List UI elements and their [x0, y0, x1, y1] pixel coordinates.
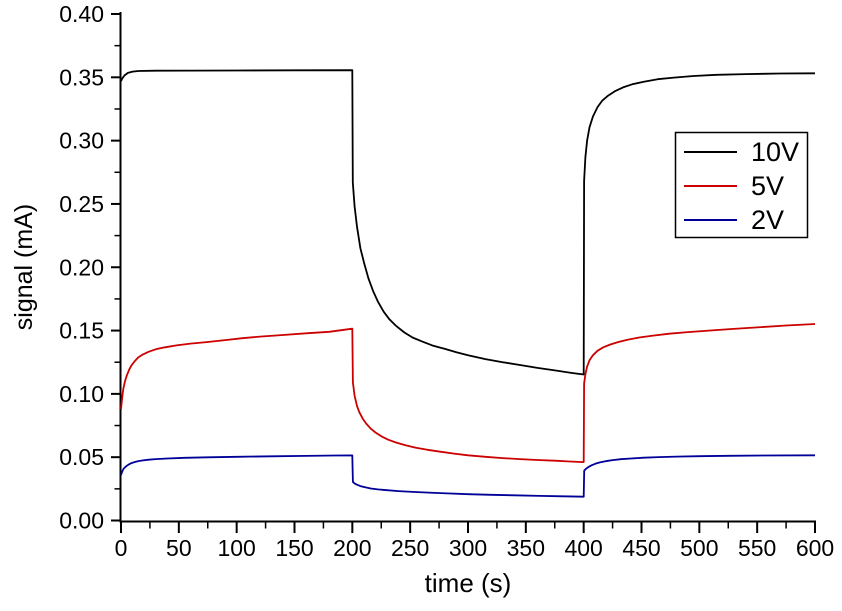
x-tick-label: 350: [507, 535, 545, 561]
x-tick-label: 400: [564, 535, 602, 561]
series-line-5V: [120, 323, 816, 464]
x-tick-label: 100: [217, 535, 255, 561]
x-tick-label: 550: [738, 535, 776, 561]
y-tick-label: 0.00: [59, 508, 104, 534]
series-line-2V: [120, 454, 816, 498]
y-tick-label: 0.05: [59, 444, 104, 470]
x-tick-label: 50: [166, 535, 192, 561]
legend-label-5V: 5V: [751, 171, 784, 201]
legend-label-10V: 10V: [751, 137, 799, 167]
x-tick-label: 150: [275, 535, 313, 561]
y-tick-label: 0.15: [59, 318, 104, 344]
y-tick-label: 0.25: [59, 191, 104, 217]
x-tick-label: 200: [333, 535, 371, 561]
y-tick-label: 0.40: [59, 1, 104, 27]
y-tick-label: 0.35: [59, 64, 104, 90]
x-tick-label: 250: [391, 535, 429, 561]
x-tick-label: 600: [796, 535, 834, 561]
x-tick-label: 500: [680, 535, 718, 561]
x-tick-label: 0: [115, 535, 128, 561]
y-tick-label: 0.10: [59, 381, 104, 407]
x-tick-label: 450: [622, 535, 660, 561]
x-axis-title: time (s): [425, 568, 512, 598]
y-tick-label: 0.30: [59, 128, 104, 154]
series-line-10V: [120, 69, 816, 376]
x-tick-label: 300: [449, 535, 487, 561]
y-axis-title: signal (mA): [10, 204, 38, 330]
legend-label-2V: 2V: [751, 205, 784, 235]
y-tick-label: 0.20: [59, 254, 104, 280]
